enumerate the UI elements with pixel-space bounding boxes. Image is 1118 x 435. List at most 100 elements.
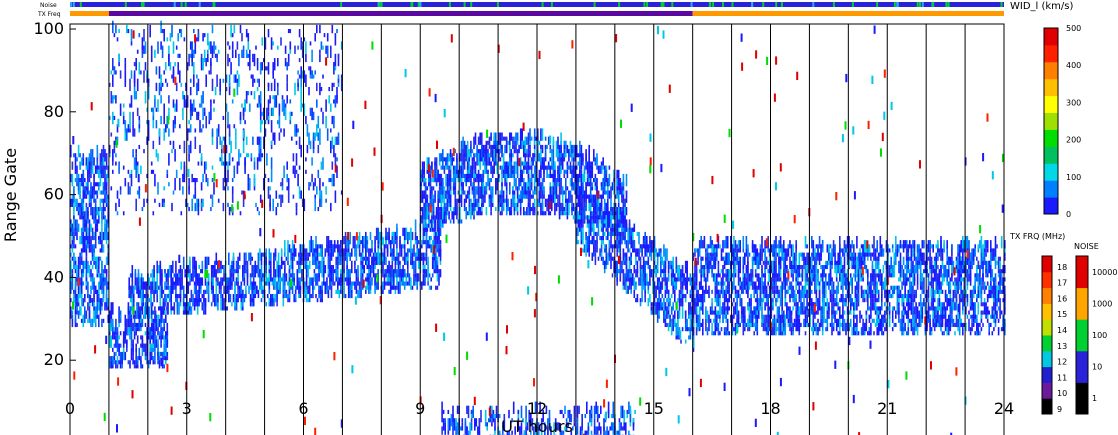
echo-cell	[96, 294, 99, 299]
echo-cell	[74, 277, 77, 290]
echo-cell	[471, 202, 474, 207]
echo-cell	[99, 153, 102, 166]
echo-cell	[767, 327, 769, 336]
echo-cell	[182, 310, 185, 315]
echo-cell	[88, 190, 91, 203]
echo-cell	[700, 273, 702, 286]
echo-cell	[206, 256, 208, 270]
echo-cell	[463, 140, 466, 150]
echo-cell	[490, 178, 492, 183]
echo-cell	[281, 99, 284, 112]
echo-cell	[299, 285, 302, 290]
echo-cell	[560, 132, 562, 145]
echo-cell	[593, 248, 595, 257]
echo-cell	[277, 252, 280, 265]
echo-cell	[85, 244, 88, 249]
echo-cell	[607, 178, 609, 187]
echo-cell	[495, 182, 497, 191]
echo-cell	[457, 190, 460, 195]
echo-cell	[347, 248, 350, 257]
echo-cell	[759, 256, 762, 265]
echo-cell	[316, 24, 318, 34]
echo-cell	[610, 260, 612, 270]
echo-cell	[287, 62, 290, 67]
echo-cell	[449, 219, 452, 224]
echo-cell	[521, 186, 523, 191]
echo-cell	[334, 33, 337, 46]
echo-cell	[781, 285, 783, 290]
echo-cell	[711, 252, 713, 261]
echo-cell	[76, 227, 78, 241]
echo-cell	[423, 215, 425, 228]
noise-bar-speck	[832, 2, 835, 7]
echo-cell	[650, 248, 653, 261]
echo-cell	[249, 277, 252, 286]
echo-cell	[535, 161, 537, 170]
echo-cell	[552, 173, 555, 183]
echo-cell	[163, 198, 165, 203]
echo-cell	[499, 211, 502, 216]
noise-bar-speck	[496, 2, 499, 7]
echo-cell	[270, 120, 273, 133]
echo-cell	[730, 314, 732, 323]
echo-cell	[639, 277, 642, 286]
echo-cell	[80, 248, 83, 253]
echo-cell	[544, 198, 547, 207]
echo-cell	[93, 207, 95, 216]
echo-cell	[294, 165, 296, 178]
echo-cell	[178, 302, 180, 315]
echo-cell	[625, 190, 628, 203]
echo-cell	[98, 236, 100, 241]
echo-cell	[168, 111, 170, 121]
echo-cell	[571, 165, 573, 170]
echo-cell	[291, 256, 294, 270]
echo-cell	[131, 273, 134, 282]
echo-cell	[317, 115, 320, 129]
echo-cell	[131, 265, 134, 278]
echo-cell	[588, 231, 590, 245]
echo-cell	[557, 173, 559, 178]
echo-cell	[253, 157, 256, 162]
echo-cell	[666, 277, 668, 290]
echo-cell	[126, 128, 128, 141]
echo-cell	[298, 252, 300, 261]
echo-cell	[431, 244, 434, 257]
echo-cell	[439, 244, 442, 249]
echo-cell	[742, 248, 745, 253]
echo-cell	[99, 165, 102, 174]
echo-cell	[136, 322, 139, 327]
echo-cell	[110, 186, 113, 191]
echo-cell	[150, 294, 152, 303]
echo-cell	[436, 269, 439, 282]
echo-cell	[437, 169, 439, 179]
echo-cell	[250, 91, 253, 96]
echo-cell	[210, 265, 213, 278]
echo-cell	[466, 161, 469, 170]
echo-cell	[781, 327, 783, 336]
echo-cell	[605, 169, 608, 174]
echo-cell	[565, 211, 567, 216]
echo-cell	[337, 260, 339, 270]
noise-bar-speck	[893, 2, 896, 7]
echo-cell	[308, 182, 310, 187]
echo-cell	[79, 153, 81, 158]
echo-cell	[188, 144, 190, 154]
echo-cell	[118, 360, 120, 365]
echo-cell	[756, 248, 759, 257]
echo-cell	[268, 256, 271, 265]
echo-cell	[754, 318, 757, 328]
echo-cell	[697, 260, 699, 265]
echo-cell	[80, 211, 83, 216]
echo-cell	[672, 302, 674, 311]
echo-cell	[772, 273, 774, 278]
echo-cell	[252, 265, 255, 278]
echo-cell	[239, 24, 242, 34]
echo-cell	[470, 198, 472, 203]
echo-cell	[516, 202, 519, 207]
echo-cell	[309, 182, 312, 187]
echo-cell	[266, 107, 268, 121]
echo-cell	[695, 314, 698, 323]
echo-cell	[286, 74, 288, 83]
echo-cell	[487, 161, 489, 166]
echo-cell	[473, 178, 475, 187]
